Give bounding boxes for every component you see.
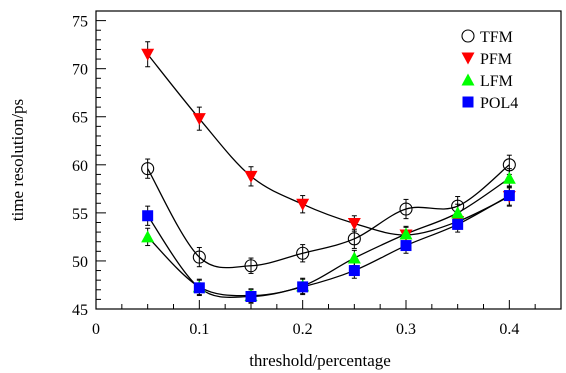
error-bars [145, 41, 512, 304]
y-tick-label: 60 [72, 158, 88, 175]
series-curves [147, 53, 510, 299]
data-point-lfm [502, 171, 516, 184]
data-point-pfm [141, 48, 155, 61]
legend-marker-pfm [461, 52, 475, 65]
data-point-pol4 [348, 265, 360, 277]
legend-label-tfm: TFM [480, 29, 513, 46]
y-tick-label: 75 [72, 14, 88, 31]
data-point-lfm [451, 206, 465, 219]
data-point-pol4 [193, 282, 205, 294]
x-tick-label: 0.1 [189, 321, 209, 338]
y-tick-label: 70 [72, 62, 88, 79]
data-point-tfm [141, 162, 155, 176]
data-point-pol4 [142, 210, 154, 222]
legend-label-lfm: LFM [480, 73, 513, 90]
data-point-lfm [399, 227, 413, 240]
x-axis-title: threshold/percentage [249, 351, 391, 370]
data-point-tfm [244, 259, 258, 273]
x-tick-label: 0 [92, 321, 100, 338]
y-tick-label: 55 [72, 206, 88, 223]
y-tick-label: 65 [72, 110, 88, 127]
x-tick-label: 0.3 [396, 321, 416, 338]
data-point-tfm [399, 202, 413, 216]
legend-marker-lfm [461, 73, 475, 86]
data-point-tfm [502, 158, 516, 172]
data-point-pol4 [503, 190, 515, 202]
data-point-pfm [192, 113, 206, 126]
data-point-tfm [192, 250, 206, 264]
data-point-pfm [347, 217, 361, 230]
data-point-tfm [296, 246, 310, 260]
legend-marker-pol4 [462, 96, 474, 108]
data-point-pfm [244, 170, 258, 183]
data-point-pfm [296, 198, 310, 211]
data-point-pol4 [297, 281, 309, 293]
legend: TFM PFM LFM POL4 [461, 29, 518, 112]
y-tick-label: 50 [72, 254, 88, 271]
data-point-pol4 [400, 240, 412, 252]
legend-label-pol4: POL4 [480, 95, 518, 112]
legend-marker-tfm [461, 29, 475, 43]
x-axis: 0 0.1 0.2 0.3 0.4 [92, 300, 562, 338]
x-tick-label: 0.2 [293, 321, 313, 338]
series-line-lfm [147, 177, 510, 297]
data-point-lfm [141, 230, 155, 243]
legend-label-pfm: PFM [480, 51, 512, 68]
series-line-pfm [147, 53, 510, 236]
data-point-pol4 [245, 291, 257, 303]
data-point-lfm [347, 251, 361, 264]
x-tick-label: 0.4 [499, 321, 519, 338]
data-markers [141, 48, 516, 303]
y-tick-label: 45 [72, 302, 88, 319]
y-axis-title: time resolution/ps [8, 99, 27, 221]
y-axis: 45 50 55 60 65 70 75 [72, 10, 106, 319]
data-point-tfm [347, 232, 361, 246]
data-point-pol4 [452, 218, 464, 230]
